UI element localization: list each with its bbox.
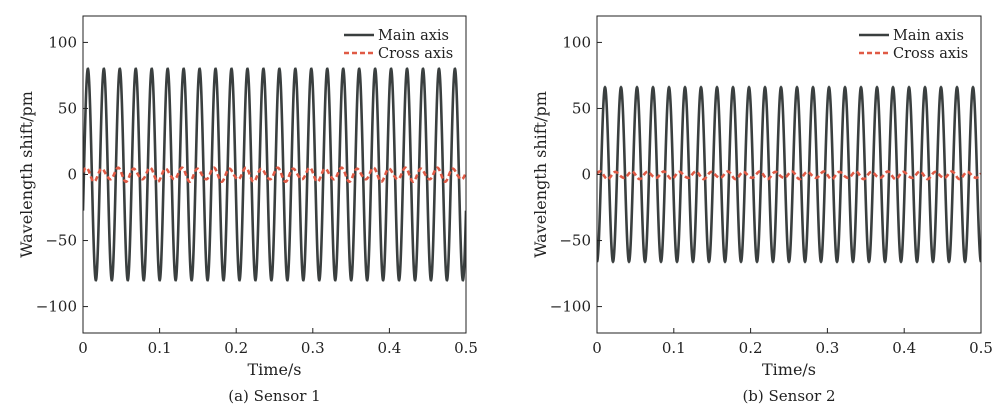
x-tick-label: 0.3: [301, 339, 325, 357]
chart-b: 0 0.1 0.2 0.3 0.4 0.5 100 50 0 −50 −100 Time/s Wavel…: [531, 15, 993, 405]
series-line-cross-axis: [83, 166, 466, 183]
x-tick-label: 0.3: [815, 339, 839, 357]
y-tick-label: −50: [45, 232, 77, 250]
x-axis-label: Time/s: [762, 360, 816, 379]
x-tick-label: 0: [78, 339, 88, 357]
x-tick-label: 0.4: [377, 339, 401, 357]
y-axis-label: Wavelength shift/pm: [17, 91, 36, 258]
x-tick-label: 0.5: [454, 339, 478, 357]
x-tick-label: 0.1: [148, 339, 172, 357]
series-line-cross-axis: [597, 170, 981, 181]
chart-a: 0 0.1 0.2 0.3 0.4 0.5 100 50 0 −50 −100 Time/s Wavel…: [17, 15, 478, 405]
x-tick-label: 0.2: [739, 339, 763, 357]
legend-label: Cross axis: [893, 46, 968, 62]
x-tick-label: 0.5: [969, 339, 993, 357]
y-tick-label: 100: [48, 33, 77, 51]
y-tick-label: 0: [67, 166, 77, 184]
y-tick-label: 100: [562, 33, 591, 51]
series-line-main-axis: [83, 67, 466, 282]
legend-label: Cross axis: [378, 46, 453, 62]
legend: Main axis Cross axis: [344, 28, 453, 62]
y-tick-label: 0: [581, 166, 591, 184]
x-tick-label: 0: [592, 339, 602, 357]
series-line-main-axis: [597, 85, 981, 264]
y-tick-label: −50: [559, 232, 591, 250]
y-tick-label: −100: [550, 298, 591, 316]
legend-label: Main axis: [893, 28, 964, 44]
x-tick-label: 0.4: [892, 339, 916, 357]
figure-caption: (b) Sensor 2: [742, 387, 835, 405]
figure-caption: (a) Sensor 1: [228, 387, 320, 405]
x-axis-label: Time/s: [247, 360, 301, 379]
y-tick-label: 50: [58, 99, 77, 117]
x-tick-label: 0.2: [224, 339, 248, 357]
legend-label: Main axis: [378, 28, 449, 44]
y-axis-label: Wavelength shift/pm: [531, 91, 550, 258]
y-tick-label: −100: [36, 298, 77, 316]
legend: Main axis Cross axis: [859, 28, 968, 62]
y-tick-label: 50: [572, 99, 591, 117]
x-tick-label: 0.1: [662, 339, 686, 357]
